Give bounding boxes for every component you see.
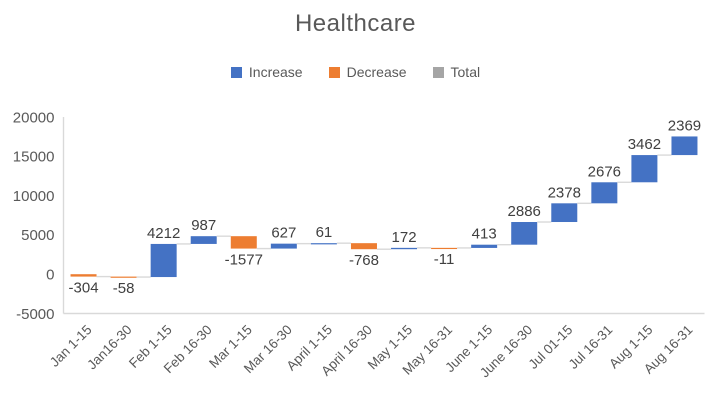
- waterfall-bar[interactable]: [190, 236, 217, 244]
- data-label: 2378: [548, 184, 581, 201]
- waterfall-bar[interactable]: [511, 222, 538, 245]
- waterfall-bar[interactable]: [150, 243, 177, 278]
- data-label: 61: [316, 224, 333, 241]
- y-axis-label: 5000: [21, 227, 54, 244]
- legend-item-decrease[interactable]: Decrease: [328, 64, 407, 80]
- waterfall-bar[interactable]: [551, 203, 578, 223]
- data-label: 413: [472, 226, 497, 243]
- y-axis-label: 0: [46, 266, 54, 283]
- waterfall-bar[interactable]: [110, 276, 137, 278]
- chart-legend: Increase Decrease Total: [0, 64, 711, 80]
- data-label: 172: [392, 229, 417, 246]
- legend-swatch-increase: [230, 66, 242, 78]
- data-label: -11: [434, 251, 455, 268]
- waterfall-bar[interactable]: [70, 274, 97, 277]
- data-label: 3462: [628, 136, 661, 153]
- y-axis-label: -5000: [16, 306, 54, 323]
- chart-title: Healthcare: [294, 10, 417, 37]
- data-label: 987: [191, 217, 216, 234]
- legend-item-increase[interactable]: Increase: [230, 64, 303, 80]
- data-label: -768: [349, 252, 379, 269]
- data-label: 2369: [668, 117, 701, 134]
- legend-label-decrease: Decrease: [346, 64, 407, 80]
- waterfall-bar[interactable]: [270, 243, 297, 249]
- y-axis-label: 20000: [13, 109, 55, 126]
- legend-item-total[interactable]: Total: [432, 64, 481, 80]
- y-axis-label: 15000: [13, 149, 55, 166]
- waterfall-bar[interactable]: [431, 247, 458, 250]
- waterfall-bar[interactable]: [230, 236, 257, 249]
- data-label: -304: [69, 280, 99, 297]
- data-label: 627: [271, 225, 296, 242]
- data-label: -1577: [225, 252, 263, 269]
- legend-swatch-total: [432, 66, 444, 78]
- waterfall-bar[interactable]: [350, 243, 377, 250]
- data-label: -58: [113, 280, 135, 297]
- legend-swatch-decrease: [328, 66, 340, 78]
- x-axis-label: Jan16-30: [84, 322, 134, 372]
- waterfall-bar[interactable]: [391, 247, 418, 250]
- waterfall-bar[interactable]: [631, 155, 658, 183]
- waterfall-bar[interactable]: [471, 244, 498, 248]
- data-label: 2886: [508, 203, 541, 220]
- y-axis-label: 10000: [13, 188, 55, 205]
- legend-label-total: Total: [450, 64, 481, 80]
- data-label: 4212: [147, 225, 180, 242]
- x-axis-label: Jul 16-31: [566, 322, 616, 372]
- data-label: 2676: [588, 163, 621, 180]
- waterfall-bar[interactable]: [671, 136, 698, 156]
- waterfall-bar[interactable]: [591, 182, 618, 204]
- waterfall-bar[interactable]: [310, 243, 337, 245]
- legend-label-increase: Increase: [248, 64, 303, 80]
